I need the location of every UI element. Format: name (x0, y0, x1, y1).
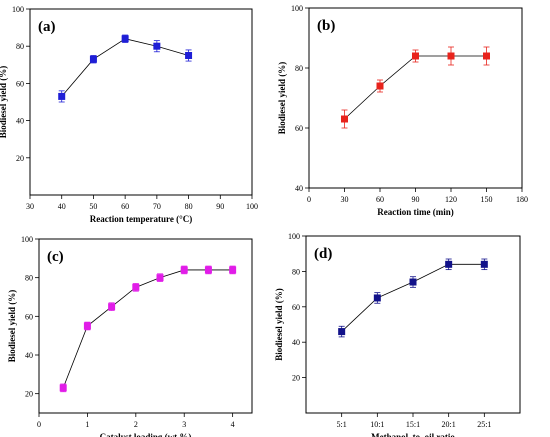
data-point (341, 115, 348, 123)
data-point (480, 260, 488, 268)
panel-label: (b) (317, 18, 335, 34)
x-tick-label: 90 (216, 202, 224, 211)
panel-b: 0 30 60 90 120 150 180 40 60 80 100 Reaction time (… (277, 4, 528, 217)
y-tick-label: 60 (292, 303, 300, 312)
x-tick-label: 150 (481, 195, 493, 204)
y-axis-label: Biodiesel yield (%) (0, 66, 8, 139)
data-point (447, 52, 455, 60)
x-tick-label: 0 (37, 420, 41, 429)
y-tick-label: 40 (25, 351, 33, 360)
x-axis-label: Reaction temperature (°C) (90, 214, 192, 224)
x-tick-label: 100 (246, 202, 258, 211)
panel-label: (a) (38, 19, 56, 35)
x-tick-label: 60 (376, 195, 384, 204)
x-tick-label: 25:1 (477, 420, 491, 429)
series-line (344, 55, 487, 120)
y-tick-label: 60 (295, 124, 303, 133)
x-tick-label: 120 (445, 195, 457, 204)
x-tick-label: 0 (307, 195, 311, 204)
y-axis-label: Biodiesel yield (%) (277, 62, 287, 135)
x-axis-label: Reaction time (min) (377, 207, 453, 217)
plot-frame (38, 238, 253, 414)
y-tick-label: 100 (291, 4, 303, 13)
x-axis-label: Methanol–to–oil ratio (371, 432, 455, 437)
x-tick-label: 10:1 (370, 420, 384, 429)
x-tick-label: 20:1 (442, 420, 456, 429)
data-point (376, 82, 384, 90)
y-tick-label: 80 (16, 42, 24, 51)
data-point (89, 55, 97, 63)
x-tick-label: 40 (58, 202, 66, 211)
y-tick-label: 20 (292, 374, 300, 383)
data-point (108, 303, 116, 311)
x-tick-label: 4 (231, 420, 235, 429)
data-point (229, 266, 237, 274)
data-point (132, 283, 140, 291)
panel-label: (c) (47, 249, 64, 265)
x-tick-label: 30 (26, 202, 34, 211)
data-point (58, 92, 66, 100)
x-tick-label: 5:1 (337, 420, 347, 429)
x-tick-label: 50 (89, 202, 97, 211)
panel-label: (d) (314, 246, 332, 262)
y-tick-label: 100 (21, 235, 33, 244)
y-tick-label: 20 (25, 390, 33, 399)
panel-c: 0 1 2 3 4 20 40 60 80 100 Catalyst loading (wt.%) B… (7, 235, 253, 437)
panel-a: 30 40 50 60 70 80 90 100 20 40 60 80 100 Reaction tem… (0, 5, 258, 224)
panel-d: 5:1 10:1 15:1 20:1 25:1 20 40 60 80 100 Methanol–t… (274, 232, 521, 437)
y-tick-label: 40 (16, 117, 24, 126)
series-line (61, 38, 189, 97)
x-tick-label: 3 (182, 420, 186, 429)
x-tick-label: 90 (412, 195, 420, 204)
x-tick-label: 60 (121, 202, 129, 211)
x-tick-label: 15:1 (406, 420, 420, 429)
x-tick-label: 1 (85, 420, 89, 429)
data-point (445, 260, 453, 268)
x-tick-label: 30 (341, 195, 349, 204)
data-point (59, 384, 67, 392)
x-tick-label: 80 (185, 202, 193, 211)
data-point (153, 42, 161, 50)
data-point (156, 274, 164, 282)
data-point (373, 294, 381, 302)
x-tick-label: 180 (516, 195, 528, 204)
x-axis-label: Catalyst loading (wt.%) (100, 432, 192, 437)
plot-frame (29, 8, 253, 196)
y-tick-label: 60 (25, 312, 33, 321)
plot-frame (308, 7, 523, 189)
y-tick-label: 40 (295, 184, 303, 193)
y-axis-label: Biodiesel yield (%) (7, 290, 17, 363)
data-point (412, 52, 419, 60)
data-point (483, 52, 490, 60)
data-point (185, 52, 193, 59)
y-axis-label: Biodiesel yield (%) (274, 288, 284, 361)
y-tick-label: 40 (292, 338, 300, 347)
y-tick-label: 20 (16, 154, 24, 163)
y-tick-label: 80 (295, 64, 303, 73)
x-tick-label: 2 (134, 420, 138, 429)
y-tick-label: 100 (288, 232, 300, 241)
y-tick-label: 60 (16, 79, 24, 88)
data-point (204, 266, 212, 274)
data-point (121, 35, 129, 43)
data-point (83, 322, 91, 330)
series-line (341, 263, 485, 332)
plot-frame (305, 235, 521, 414)
x-tick-label: 70 (153, 202, 161, 211)
data-point (180, 266, 188, 274)
y-tick-label: 80 (25, 274, 33, 283)
data-point (338, 328, 346, 336)
series-line (62, 269, 233, 389)
y-tick-label: 100 (12, 5, 24, 14)
y-tick-label: 80 (292, 267, 300, 276)
data-point (409, 278, 417, 286)
